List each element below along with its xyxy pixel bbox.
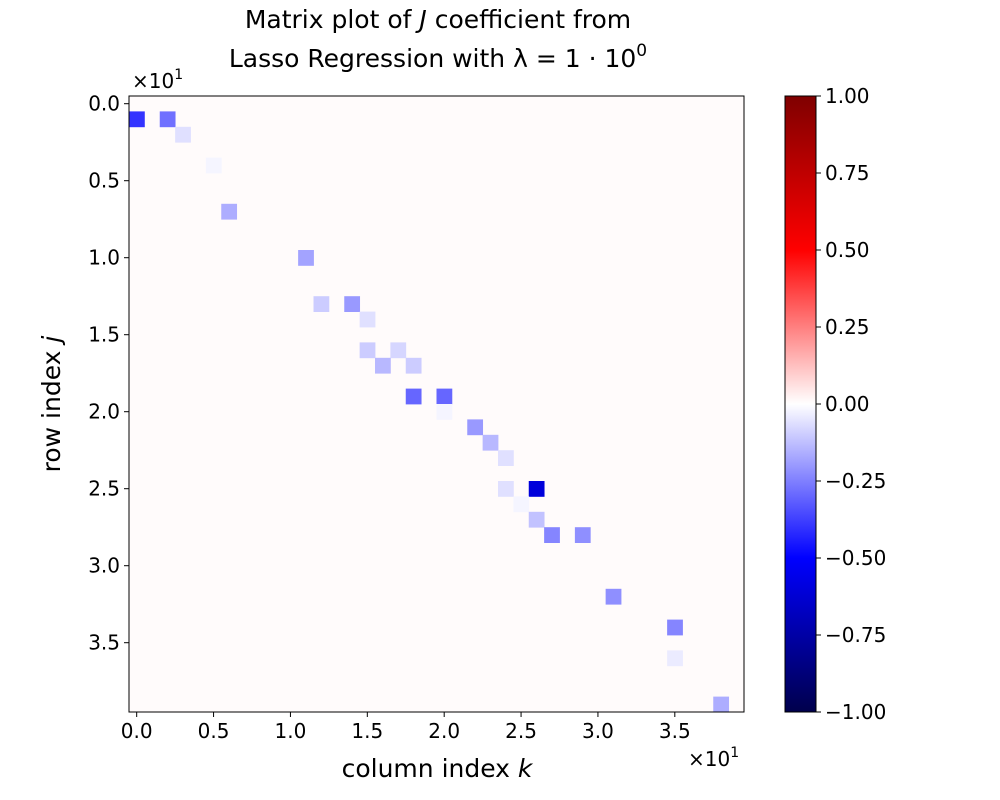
heatmap-cell	[175, 126, 191, 143]
x-tick-label: 1.5	[351, 719, 383, 743]
heatmap-cell	[221, 203, 238, 220]
title-line1-suffix: coefficient from	[427, 5, 631, 34]
heatmap-cell	[159, 111, 176, 128]
heatmap-cell	[375, 357, 391, 374]
heatmap-cell	[205, 157, 222, 174]
x-tick-label: 0.0	[121, 719, 153, 743]
heatmap-cell	[359, 311, 376, 328]
x-axis-label-prefix: column index	[342, 754, 518, 783]
heatmap-cell	[667, 650, 683, 667]
colorbar-tick-label: 0.25	[825, 315, 870, 339]
y-tick-label: 3.5	[88, 631, 120, 655]
y-offset-text: ×101	[132, 67, 183, 93]
heatmap-cell	[405, 357, 422, 374]
y-tick-label: 2.5	[88, 477, 120, 501]
heatmap-cell	[605, 588, 622, 605]
heatmap-cell	[574, 527, 591, 543]
heatmap-cell	[436, 404, 453, 420]
x-tick-label: 2.5	[505, 719, 537, 743]
title-line2-prefix: Lasso Regression with	[229, 44, 513, 73]
heatmap-cell	[528, 481, 545, 497]
heatmap-cell	[482, 434, 499, 451]
colorbar-tick-label: 0.50	[825, 238, 870, 262]
chart-title-line1: Matrix plot of J coefficient from	[245, 5, 631, 34]
y-tick-label: 3.0	[88, 554, 120, 578]
title-line2-formula: λ = 1 · 10	[513, 44, 636, 73]
heatmap-cell	[498, 481, 514, 497]
colorbar-tick-label: −0.75	[825, 623, 886, 647]
colorbar-gradient	[785, 96, 816, 712]
heatmap-area: 0.0 0.5 1.0 1.5 2.0 2.5 3.0 3.5 0.0 0.5 1.0 1.5 2.0…	[88, 92, 745, 743]
heatmap-cell	[359, 342, 376, 359]
colorbar: −1.00 −0.75 −0.50 −0.25 0.00 0.25 0.50 0.75 1.00	[784, 84, 886, 724]
x-ticks: 0.0 0.5 1.0 1.5 2.0 2.5 3.0 3.5	[121, 712, 691, 743]
y-tick-label: 0.0	[88, 92, 120, 116]
heatmap-cell	[313, 296, 330, 312]
colorbar-tick-label: 0.75	[825, 161, 870, 185]
colorbar-tick-label: −0.25	[825, 469, 886, 493]
x-axis-label-symbol: k	[518, 754, 534, 783]
x-offset-text: ×101	[688, 745, 739, 771]
y-tick-label: 2.0	[88, 400, 120, 424]
y-offset-exponent: 1	[174, 67, 183, 83]
heatmap-frame	[128, 95, 745, 713]
y-tick-label: 0.5	[88, 169, 120, 193]
x-tick-label: 2.0	[428, 719, 460, 743]
y-axis-label: row index j	[37, 336, 66, 473]
x-tick-label: 3.0	[582, 719, 614, 743]
heatmap-cell	[544, 527, 560, 543]
y-ticks: 0.0 0.5 1.0 1.5 2.0 2.5 3.0 3.5	[88, 92, 129, 655]
heatmap-cell	[298, 250, 314, 266]
colorbar-tick-label: 0.00	[825, 392, 870, 416]
heatmap-cell	[713, 696, 730, 713]
y-axis-label-prefix: row index	[37, 343, 66, 473]
colorbar-tick-label: −1.00	[825, 700, 886, 724]
x-tick-label: 3.5	[659, 719, 691, 743]
x-offset-base: ×10	[688, 747, 730, 771]
heatmap-cell	[467, 419, 484, 436]
heatmap-cell	[513, 496, 530, 513]
title-line2-exponent: 0	[636, 41, 647, 61]
y-tick-label: 1.5	[88, 323, 120, 347]
colorbar-tick-label: −0.50	[825, 546, 886, 570]
colorbar-ticks: −1.00 −0.75 −0.50 −0.25 0.00 0.25 0.50 0.75 1.00	[816, 84, 886, 724]
title-line1-prefix: Matrix plot of	[245, 5, 420, 34]
heatmap-cell	[667, 619, 683, 636]
heatmap-cell	[528, 511, 545, 528]
heatmap-cells	[129, 111, 730, 713]
colorbar-tick-label: 1.00	[825, 84, 870, 108]
x-tick-label: 0.5	[198, 719, 230, 743]
heatmap-cell	[344, 296, 361, 312]
y-tick-label: 1.0	[88, 246, 120, 270]
y-offset-base: ×10	[132, 69, 174, 93]
x-axis-label: column index k	[342, 754, 534, 783]
y-axis-label-symbol: j	[37, 336, 66, 346]
heatmap-cell	[129, 111, 145, 128]
heatmap-cell	[405, 388, 422, 405]
heatmap-cell	[390, 342, 407, 359]
chart-title-line2: Lasso Regression with λ = 1 · 100	[229, 41, 647, 73]
heatmap-cell	[436, 388, 453, 405]
x-offset-exponent: 1	[730, 745, 739, 761]
heatmap-cell	[498, 450, 514, 466]
x-tick-label: 1.0	[275, 719, 307, 743]
